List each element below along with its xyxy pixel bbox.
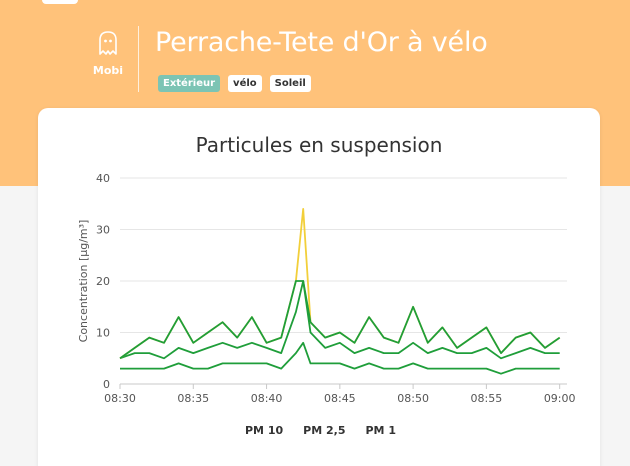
tag-weather: Soleil	[269, 75, 311, 92]
series-line-pm10-peak	[119, 207, 561, 360]
page-title: Perrache-Tete d'Or à vélo	[155, 27, 488, 58]
y-axis-label: Concentration [µg/m³]	[77, 220, 90, 343]
chart-title: Particules en suspension	[195, 133, 443, 157]
x-tick-label: 08:30	[104, 392, 136, 405]
header-divider	[138, 26, 139, 92]
tag-mode: vélo	[228, 75, 262, 92]
legend-item-pm1[interactable]: PM 1	[365, 424, 396, 437]
series-line-pm10	[119, 280, 561, 360]
x-tick-label: 08:35	[177, 392, 209, 405]
x-tick-label: 08:50	[397, 392, 429, 405]
series-line-pm1	[120, 341, 560, 375]
brand-logo[interactable]: Mobi	[84, 30, 132, 90]
tag-environment: Extérieur	[158, 75, 221, 92]
brand-name: Mobi	[92, 64, 124, 77]
ghost-icon	[99, 31, 117, 55]
legend-item-pm10[interactable]: PM 10	[245, 424, 284, 437]
x-tick-label: 08:55	[471, 392, 503, 405]
chart-card	[38, 108, 600, 466]
tag-list: Extérieur vélo Soleil	[158, 75, 311, 92]
y-tick-label: 40	[96, 172, 110, 185]
legend-item-pm25[interactable]: PM 2,5	[303, 424, 346, 437]
y-tick-label: 0	[103, 378, 110, 391]
x-tick-label: 08:45	[324, 392, 356, 405]
y-tick-label: 10	[96, 327, 110, 340]
series-line-pm25	[119, 280, 560, 360]
y-tick-label: 20	[96, 275, 110, 288]
chart-legend: PM 10 PM 2,5 PM 1	[245, 424, 396, 437]
x-tick-label: 08:40	[251, 392, 283, 405]
top-tab-stub[interactable]	[42, 0, 78, 4]
x-tick-label: 09:00	[544, 392, 576, 405]
y-tick-label: 30	[96, 224, 110, 237]
